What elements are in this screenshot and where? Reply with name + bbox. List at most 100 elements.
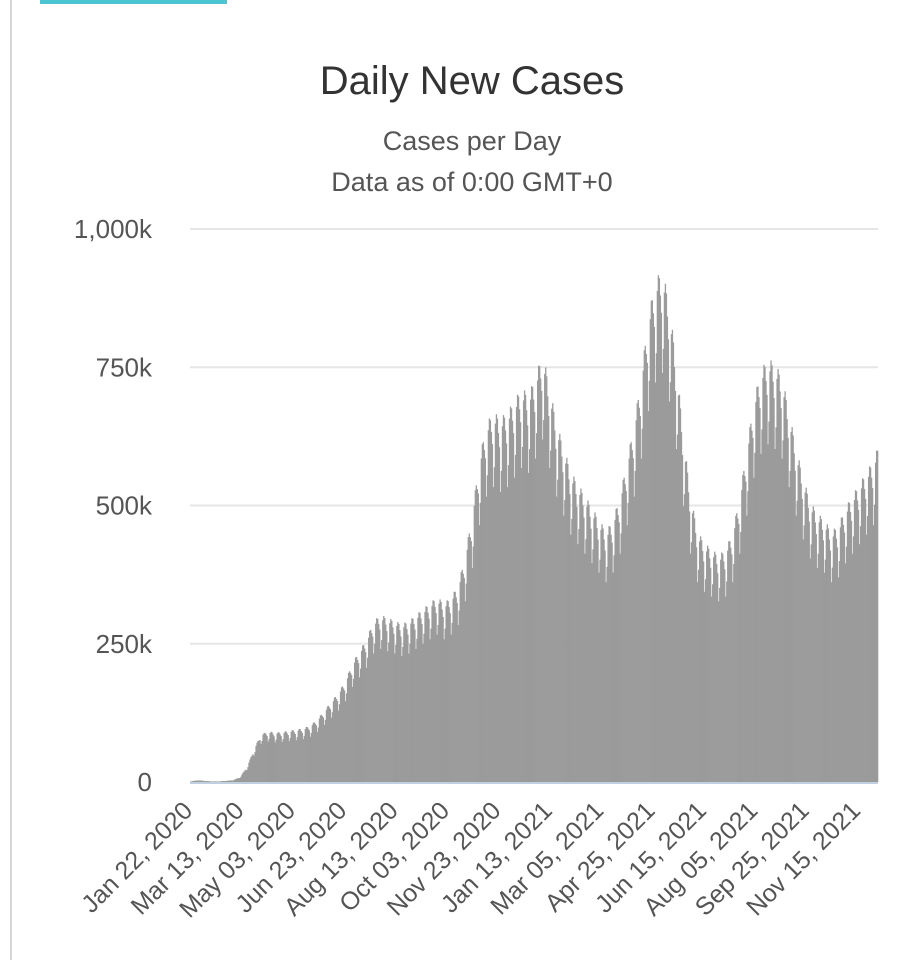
daily-bar [461,569,463,782]
daily-bar [407,634,409,782]
daily-bar [735,515,737,782]
daily-bar [348,671,351,782]
daily-bar [495,414,498,782]
daily-bar [765,380,767,782]
daily-bar [826,524,829,782]
daily-bar [367,657,369,782]
daily-bar [864,498,867,782]
daily-bar [308,730,310,782]
daily-bar [589,516,591,782]
daily-bar [547,396,549,782]
daily-bar [761,429,763,782]
daily-bar [543,420,545,782]
daily-bar [750,423,752,782]
daily-bar [845,546,848,782]
daily-bar [789,470,791,782]
daily-bar [777,369,779,782]
daily-bar [422,644,424,782]
daily-bar [393,633,395,782]
daily-bar [387,651,389,782]
daily-bar [436,634,438,782]
daily-bar [788,487,790,782]
daily-bar [682,506,685,782]
daily-bar [550,450,552,782]
daily-bar [770,360,772,782]
daily-bar [411,618,413,782]
daily-bar [763,364,765,782]
daily-bar [843,532,846,782]
daily-bar [745,481,747,782]
daily-bar [338,704,341,782]
daily-bar [683,494,686,782]
daily-bar [599,559,601,782]
daily-bar [196,780,198,782]
daily-bar [225,781,227,782]
daily-bar [274,742,276,782]
daily-bar [839,527,842,782]
daily-bar [649,319,651,782]
daily-bar [500,470,503,782]
daily-bar [456,602,458,782]
daily-bar [429,639,431,782]
daily-bar [337,710,340,782]
daily-bar [603,539,605,782]
daily-bar [450,634,452,782]
daily-bar [870,477,873,782]
daily-bar [448,607,450,782]
daily-bar [738,523,740,782]
daily-bar [256,742,258,782]
daily-bar [376,618,378,782]
y-tick-label-500k: 500k [96,491,153,521]
daily-bar [616,508,618,782]
daily-bar [423,633,425,782]
daily-bar [514,454,517,782]
daily-bar [366,667,368,782]
daily-bar [832,536,835,782]
daily-bar [840,517,843,782]
daily-bar [702,561,705,782]
daily-bar [571,518,573,782]
daily-bar [696,582,699,782]
daily-bar [792,435,794,782]
daily-bar [197,780,199,782]
daily-bar [239,778,241,782]
daily-bar [358,677,361,782]
daily-bar [657,275,660,782]
daily-bar [818,522,820,782]
daily-bar [536,433,538,782]
daily-bar [302,739,304,782]
daily-bar [601,524,603,782]
daily-bar [778,374,780,782]
daily-bar [323,724,326,782]
daily-bar [437,625,439,782]
y-tick-label-250k: 250k [96,629,153,659]
daily-bar [813,510,815,782]
chart-subtitle-line-1: Cases per Day [383,126,562,156]
daily-bar [630,442,632,782]
daily-bar [523,390,526,782]
daily-bar [807,507,809,782]
daily-bar [586,506,588,782]
daily-bar [460,572,462,782]
daily-bar [424,611,426,782]
daily-bar [352,678,355,782]
daily-bar [809,558,811,782]
daily-bar [532,399,535,782]
daily-bar [356,659,359,782]
daily-bar [489,420,492,782]
daily-bar [312,722,315,782]
daily-bar [665,293,668,782]
daily-bar [290,731,292,782]
daily-bar [475,485,477,782]
daily-bar [512,433,515,782]
daily-bar [491,444,494,782]
daily-bar [267,741,269,782]
daily-bar [875,450,878,782]
daily-bar [602,528,604,782]
daily-bar [814,522,816,782]
daily-bar [374,643,376,782]
daily-bar [444,628,446,782]
daily-bar [731,554,733,782]
daily-bar [764,366,766,782]
daily-bar [464,601,466,782]
